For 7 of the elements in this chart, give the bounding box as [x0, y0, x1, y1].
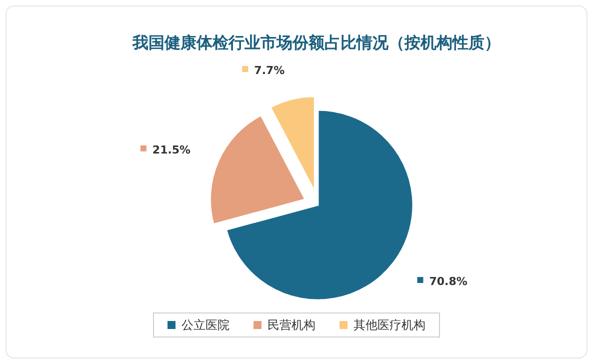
- legend-label: 其他医疗机构: [354, 318, 426, 332]
- chart-title: 我国健康体检行业市场份额占比情况（按机构性质）: [132, 33, 500, 52]
- legend-label: 民营机构: [268, 318, 316, 332]
- data-label: 7.7%: [254, 64, 285, 78]
- legend-label: 公立医院: [182, 318, 230, 332]
- data-label: 70.8%: [429, 274, 468, 288]
- data-label: 21.5%: [152, 143, 191, 156]
